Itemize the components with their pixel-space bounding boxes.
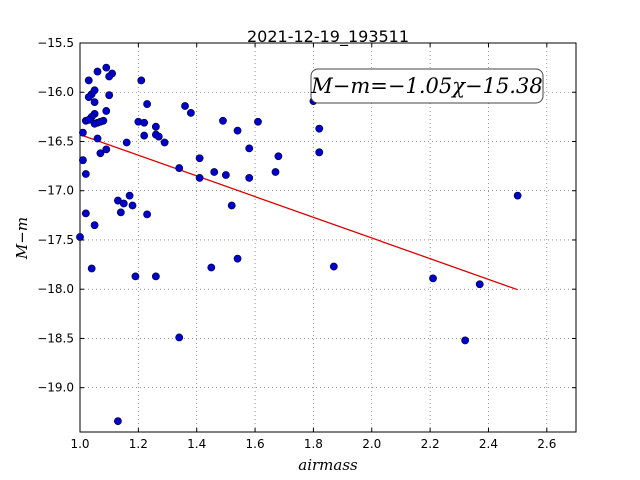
y-tick-label: −17.5 bbox=[37, 233, 74, 247]
data-point bbox=[93, 134, 102, 143]
x-tick-label: 2.6 bbox=[537, 437, 556, 451]
data-point bbox=[84, 115, 93, 124]
y-tick-label: −17.0 bbox=[37, 184, 74, 198]
data-point bbox=[271, 168, 280, 176]
data-point bbox=[84, 93, 93, 102]
data-point bbox=[233, 254, 242, 263]
data-point bbox=[151, 122, 160, 131]
fit-annotation-box: M−m=−1.05χ−15.38 bbox=[310, 68, 544, 104]
data-point bbox=[315, 148, 324, 157]
fit-annotation-frame bbox=[310, 68, 544, 104]
data-point bbox=[105, 72, 114, 81]
fit-line bbox=[79, 133, 518, 291]
x-tick-label: 1.2 bbox=[129, 437, 148, 451]
data-point bbox=[175, 164, 184, 172]
data-point bbox=[105, 91, 114, 100]
data-point bbox=[122, 138, 131, 147]
data-point bbox=[186, 109, 195, 117]
data-point bbox=[221, 171, 230, 179]
data-point bbox=[79, 156, 87, 165]
data-point bbox=[210, 168, 219, 176]
data-point bbox=[90, 86, 99, 95]
x-tick-label: 1.8 bbox=[304, 437, 323, 451]
data-point bbox=[81, 170, 90, 178]
data-point bbox=[475, 280, 484, 289]
data-point bbox=[219, 116, 227, 125]
data-point bbox=[143, 210, 152, 219]
data-point bbox=[79, 128, 87, 137]
data-point bbox=[116, 208, 125, 217]
data-point bbox=[143, 100, 152, 108]
data-point bbox=[140, 131, 149, 140]
x-tick-label: 1.0 bbox=[70, 437, 89, 451]
y-axis-label: M−m bbox=[13, 217, 31, 260]
data-point bbox=[315, 124, 324, 133]
data-point bbox=[90, 221, 99, 230]
x-tick-label: 1.6 bbox=[246, 437, 265, 451]
x-tick-label: 2.4 bbox=[479, 437, 498, 451]
data-point bbox=[207, 263, 216, 272]
x-axis-label: airmass bbox=[298, 456, 358, 474]
data-point bbox=[274, 152, 283, 161]
data-point bbox=[93, 67, 102, 76]
data-point bbox=[140, 118, 149, 127]
y-tick-label: −18.5 bbox=[37, 331, 74, 345]
data-point bbox=[245, 174, 254, 182]
data-point bbox=[96, 149, 105, 158]
data-point bbox=[128, 201, 137, 210]
data-point bbox=[137, 76, 146, 85]
data-point bbox=[254, 117, 262, 126]
axis-ticks: 1.0 1.2 1.4 1.6 1.8 2.0 2.2 2.4 2.6 −15.5 −16.0 −16… bbox=[37, 36, 576, 451]
data-point bbox=[245, 144, 254, 153]
data-point bbox=[195, 154, 204, 163]
data-point bbox=[227, 201, 236, 210]
data-point bbox=[160, 138, 169, 147]
y-tick-label: −16.0 bbox=[37, 85, 74, 99]
data-point bbox=[125, 191, 134, 200]
x-tick-label: 2.2 bbox=[421, 437, 440, 451]
x-tick-label: 2.0 bbox=[362, 437, 381, 451]
x-tick-label: 1.4 bbox=[187, 437, 206, 451]
data-point bbox=[81, 209, 90, 218]
chart-title: 2021-12-19_193511 bbox=[247, 27, 409, 47]
data-point bbox=[154, 132, 163, 141]
fit-equation: M−m=−1.05χ−15.38 bbox=[310, 74, 542, 98]
data-point bbox=[90, 119, 99, 128]
data-point bbox=[461, 336, 470, 345]
data-point bbox=[84, 76, 93, 85]
data-point bbox=[114, 417, 122, 426]
y-tick-label: −19.0 bbox=[37, 381, 74, 395]
data-point bbox=[102, 63, 111, 72]
data-point bbox=[175, 333, 184, 342]
data-point bbox=[76, 233, 84, 241]
data-point bbox=[102, 107, 111, 115]
y-tick-label: −18.0 bbox=[37, 282, 74, 296]
data-point bbox=[513, 191, 522, 200]
fit-line-group bbox=[79, 133, 518, 291]
data-point bbox=[102, 145, 111, 154]
y-tick-label: −15.5 bbox=[37, 36, 74, 50]
data-point bbox=[429, 274, 437, 283]
data-point bbox=[90, 98, 99, 106]
y-tick-label: −16.5 bbox=[37, 134, 74, 148]
data-point bbox=[151, 272, 160, 281]
data-point bbox=[195, 174, 204, 182]
data-point bbox=[181, 102, 189, 110]
data-point bbox=[119, 199, 128, 208]
data-point bbox=[329, 262, 338, 271]
data-point bbox=[87, 264, 96, 273]
data-point bbox=[233, 126, 242, 135]
scatter-points bbox=[76, 63, 522, 426]
data-point bbox=[131, 272, 140, 281]
